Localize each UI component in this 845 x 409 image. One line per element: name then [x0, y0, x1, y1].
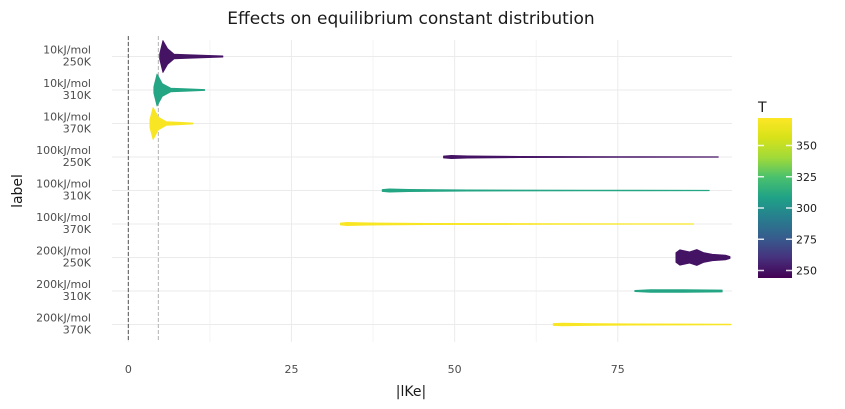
- colorbar-tick-label: 325: [796, 171, 817, 184]
- y-tick-label-temperature: 250K: [63, 257, 92, 270]
- x-tick-label: 0: [125, 363, 132, 376]
- reference-lines: [127, 36, 159, 342]
- violin-mark: [634, 289, 723, 293]
- violin-mark: [153, 73, 206, 107]
- x-tick-label: 50: [448, 363, 462, 376]
- y-tick-label-temperature: 310K: [63, 89, 92, 102]
- violin-mark: [159, 40, 224, 73]
- y-tick-label-energy: 10kJ/mol: [43, 77, 91, 90]
- colorbar-legend: T 250 275 300 325 350: [757, 100, 817, 278]
- colorbar-tick-label: 350: [796, 140, 817, 153]
- y-tick-label-energy: 100kJ/mol: [36, 178, 91, 191]
- x-axis-title: |lKe|: [396, 384, 426, 400]
- chart-title: Effects on equilibrium constant distribu…: [227, 9, 594, 29]
- y-tick-label-temperature: 370K: [63, 223, 92, 236]
- colorbar-title: T: [757, 100, 767, 116]
- violin-mark: [381, 188, 710, 193]
- y-tick-label-energy: 10kJ/mol: [43, 111, 91, 124]
- colorbar-tick-label: 250: [796, 265, 817, 278]
- violin-mark: [552, 322, 732, 327]
- violin-mark: [443, 155, 719, 159]
- y-tick-label-energy: 100kJ/mol: [36, 211, 91, 224]
- y-tick-label-energy: 10kJ/mol: [43, 44, 91, 57]
- y-tick-label-energy: 200kJ/mol: [36, 278, 91, 291]
- violin-mark: [149, 107, 194, 140]
- colorbar-tick-label: 275: [796, 233, 817, 246]
- y-tick-label-energy: 200kJ/mol: [36, 312, 91, 325]
- colorbar-tick-label: 300: [796, 202, 817, 215]
- x-tick-label: 25: [284, 363, 298, 376]
- y-tick-label-temperature: 250K: [63, 56, 92, 69]
- violin-mark: [675, 249, 731, 266]
- violin-layer: [149, 40, 732, 327]
- y-tick-label-temperature: 310K: [63, 290, 92, 303]
- y-tick-label-temperature: 370K: [63, 324, 92, 337]
- y-axis-title: label: [10, 174, 26, 208]
- y-tick-label-temperature: 310K: [63, 190, 92, 203]
- y-tick-label-temperature: 370K: [63, 123, 92, 136]
- colorbar-gradient: [758, 118, 792, 278]
- x-tick-label: 75: [611, 363, 625, 376]
- y-tick-label-temperature: 250K: [63, 156, 92, 169]
- axis-ticks: 0 25 50 7510kJ/mol250K10kJ/mol310K10kJ/mol3…: [36, 44, 625, 377]
- y-tick-label-energy: 200kJ/mol: [36, 245, 91, 258]
- y-tick-label-energy: 100kJ/mol: [36, 144, 91, 157]
- violin-mark: [340, 222, 694, 226]
